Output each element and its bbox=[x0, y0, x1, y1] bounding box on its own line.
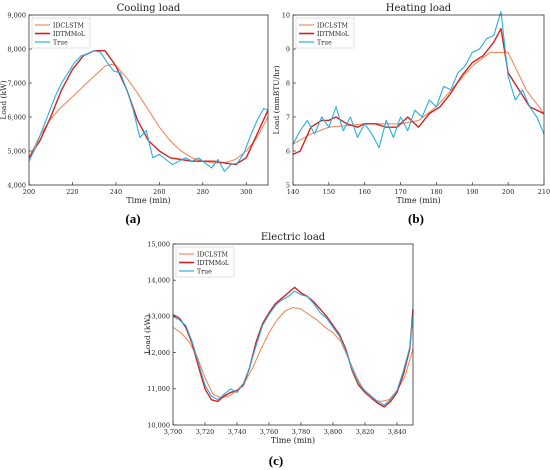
y-tick-label: 10 bbox=[282, 11, 290, 19]
y-tick-label: 5,000 bbox=[7, 147, 26, 155]
x-tick-label: 3,720 bbox=[196, 428, 215, 436]
x-tick-label: 180 bbox=[430, 188, 442, 196]
x-tick-label: 140 bbox=[287, 188, 299, 196]
x-tick-label: 160 bbox=[359, 188, 371, 196]
y-tick-label: 15,000 bbox=[147, 240, 170, 248]
x-tick-label: 3,780 bbox=[292, 428, 311, 436]
x-tick-label: 3,740 bbox=[228, 428, 247, 436]
series-line-idclstm bbox=[28, 63, 269, 164]
y-axis-label: Load (kW) bbox=[0, 80, 8, 119]
plot-frame bbox=[292, 14, 545, 186]
x-tick-label: 190 bbox=[466, 188, 478, 196]
x-tick-label: 3,800 bbox=[324, 428, 343, 436]
y-tick-label: 8 bbox=[286, 79, 290, 87]
legend-entry-idclstm: IDCLSTM bbox=[197, 251, 229, 258]
x-tick-label: 3,840 bbox=[388, 428, 407, 436]
x-tick-label: 200 bbox=[502, 188, 514, 196]
x-tick-label: 3,820 bbox=[356, 428, 375, 436]
y-tick-label: 14,000 bbox=[147, 277, 170, 285]
x-tick-label: 220 bbox=[66, 188, 78, 196]
series-line-idtmmol bbox=[28, 50, 269, 166]
x-tick-label: 260 bbox=[153, 188, 165, 196]
series-line-true bbox=[28, 50, 269, 172]
y-tick-label: 12,000 bbox=[147, 349, 170, 357]
y-tick-label: 11,000 bbox=[147, 385, 170, 393]
y-tick-label: 6 bbox=[286, 147, 290, 155]
x-tick-label: 3,760 bbox=[260, 428, 279, 436]
y-tick-label: 13,000 bbox=[147, 313, 170, 321]
y-tick-label: 4,000 bbox=[7, 181, 26, 189]
y-tick-label: 8,000 bbox=[7, 45, 26, 53]
legend-entry-idtmmol: IDTMMoL bbox=[197, 260, 229, 267]
chart-title: Electric load bbox=[261, 232, 326, 243]
legend-entry-idclstm: IDCLSTM bbox=[317, 22, 349, 29]
x-tick-label: 200 bbox=[23, 188, 35, 196]
x-tick-label: 280 bbox=[197, 188, 209, 196]
y-tick-label: 6,000 bbox=[7, 113, 26, 121]
y-tick-label: 7 bbox=[286, 113, 290, 121]
series-line-idclstm bbox=[292, 51, 545, 145]
chart-panel-1: Cooling load 200 220 240 260 280 300 4,000 5,000… bbox=[0, 3, 269, 226]
x-tick-label: 300 bbox=[240, 188, 252, 196]
y-tick-label: 9 bbox=[286, 45, 290, 53]
chart-panel-3: Electric load 3,700 3,720 3,740 3,760 3,780 3,… bbox=[143, 232, 414, 468]
x-axis-label: Time (min) bbox=[396, 196, 440, 205]
panel-caption: (b) bbox=[408, 211, 424, 226]
x-axis-label: Time (min) bbox=[271, 436, 315, 445]
panel-caption: (c) bbox=[269, 453, 283, 468]
series-line-idtmmol bbox=[292, 27, 545, 156]
series-line-true bbox=[292, 11, 545, 149]
x-tick-label: 3,700 bbox=[164, 428, 183, 436]
chart-title: Cooling load bbox=[117, 3, 181, 14]
legend-entry-true: True bbox=[317, 39, 332, 46]
y-tick-label: 5 bbox=[286, 181, 290, 189]
legend-entry-idclstm: IDCLSTM bbox=[53, 22, 85, 29]
legend-entry-true: True bbox=[197, 268, 212, 275]
chart-title: Heating load bbox=[386, 3, 452, 14]
x-tick-label: 240 bbox=[110, 188, 122, 196]
series-line-idtmmol bbox=[172, 286, 414, 408]
y-axis-label: Load (kW) bbox=[143, 315, 152, 354]
chart-panel-2: Heating load 140 150 160 170 180 190 200 210 5 6 7 8… bbox=[272, 3, 550, 226]
x-axis-label: Time (min) bbox=[126, 196, 170, 205]
x-tick-label: 210 bbox=[538, 188, 550, 196]
legend-entry-idtmmol: IDTMMoL bbox=[317, 31, 349, 38]
plot-frame bbox=[28, 14, 269, 186]
plot-frame bbox=[172, 243, 414, 426]
legend-entry-true: True bbox=[53, 39, 68, 46]
legend-entry-idtmmol: IDTMMoL bbox=[53, 31, 85, 38]
series-line-true bbox=[172, 290, 414, 406]
y-tick-label: 9,000 bbox=[7, 11, 26, 19]
x-tick-label: 150 bbox=[323, 188, 335, 196]
y-axis-label: Load (mmBTU/hr) bbox=[272, 65, 281, 134]
x-tick-label: 170 bbox=[394, 188, 406, 196]
y-tick-label: 7,000 bbox=[7, 79, 26, 87]
panel-caption: (a) bbox=[125, 211, 140, 226]
y-tick-label: 10,000 bbox=[147, 421, 170, 429]
series-line-idclstm bbox=[172, 306, 414, 403]
